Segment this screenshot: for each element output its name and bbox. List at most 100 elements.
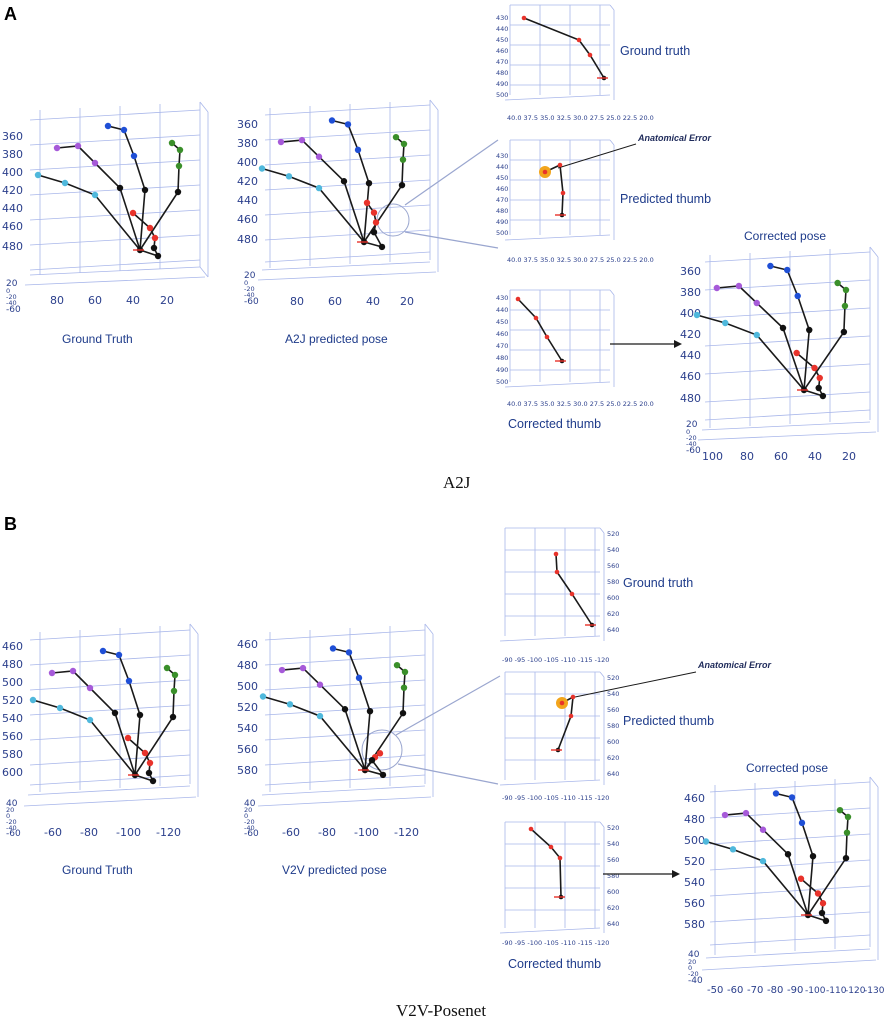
joint-dot bbox=[163, 664, 171, 672]
joint-dot bbox=[341, 706, 349, 713]
joint-dot bbox=[554, 569, 560, 575]
y-tick: 380 bbox=[237, 137, 258, 150]
bone-line bbox=[37, 174, 141, 251]
joint-dot bbox=[372, 219, 380, 226]
joint-dot bbox=[170, 687, 178, 695]
joint-dot bbox=[258, 165, 266, 172]
joint-dot bbox=[399, 709, 407, 717]
a-thumb-gt-plot: 430 440 450 460 470 480 490 500 40.0 37.… bbox=[496, 4, 690, 122]
joint-dot bbox=[841, 302, 849, 310]
error-arrow bbox=[574, 671, 697, 698]
y-tick: 450 bbox=[496, 36, 508, 44]
joint-dot bbox=[840, 328, 848, 336]
z-tick: -60 bbox=[244, 297, 259, 307]
zoom-circle bbox=[361, 729, 403, 771]
joint-dot bbox=[784, 266, 791, 274]
joint-dot bbox=[400, 684, 408, 691]
x-tick-row: -90 -95 -100 -105 -110 -115 -120 bbox=[502, 939, 609, 947]
bone-line bbox=[32, 699, 136, 776]
thumb-caption: Ground truth bbox=[620, 44, 690, 58]
zoom-line bbox=[395, 675, 501, 736]
joint-dot bbox=[834, 279, 841, 287]
plot-grid bbox=[499, 527, 605, 642]
y-tick: 400 bbox=[2, 166, 23, 179]
y-tick: 450 bbox=[496, 318, 508, 326]
y-tick: 490 bbox=[496, 218, 508, 226]
plot-grid bbox=[499, 821, 605, 934]
joint-dot bbox=[587, 52, 593, 58]
zoom-line bbox=[404, 139, 499, 206]
z-axis-ticks: 20 0 -20 -40 -60 bbox=[6, 279, 21, 315]
y-tick: 540 bbox=[237, 722, 258, 735]
z-axis-ticks: 40 20 0 -20 -40 bbox=[688, 950, 703, 986]
joint-dot bbox=[401, 668, 409, 676]
x-tick-row: 40.0 37.5 35.0 32.5 30.0 27.5 25.0 22.5 … bbox=[507, 400, 654, 408]
joint-dot bbox=[392, 133, 400, 141]
x-tick: 80 bbox=[290, 295, 304, 308]
joint-dot bbox=[559, 700, 565, 706]
y-axis-ticks: 360 380 400 420 440 460 480 bbox=[237, 118, 258, 246]
y-tick: 580 bbox=[684, 918, 705, 931]
y-tick: 460 bbox=[496, 185, 508, 193]
y-tick: 500 bbox=[496, 378, 508, 386]
joint-dot bbox=[528, 826, 534, 832]
x-tick: -60 bbox=[727, 985, 743, 996]
joint-dot bbox=[315, 184, 323, 192]
joint-dot bbox=[56, 704, 64, 712]
joint-dot bbox=[316, 681, 324, 688]
joint-dot bbox=[788, 794, 796, 801]
y-tick: 500 bbox=[496, 229, 508, 237]
zoom-line bbox=[404, 231, 499, 249]
thumb-caption: Ground truth bbox=[623, 576, 693, 590]
x-tick-row: 40.0 37.5 35.0 32.5 30.0 27.5 25.0 22.5 … bbox=[507, 114, 654, 122]
x-tick: 40 bbox=[126, 294, 140, 307]
bone-line bbox=[555, 553, 593, 626]
joint-dot bbox=[354, 146, 362, 154]
joint-dot bbox=[34, 171, 42, 179]
y-tick: 580 bbox=[237, 764, 258, 777]
anatomical-error-label: Anatomical Error bbox=[637, 133, 712, 143]
joint-dot bbox=[753, 299, 760, 307]
y-tick: 540 bbox=[2, 712, 23, 725]
y-tick: 520 bbox=[607, 824, 619, 832]
y-tick: 500 bbox=[2, 676, 23, 689]
joint-dot bbox=[779, 324, 787, 332]
joint-dot bbox=[145, 769, 153, 777]
joint-dot bbox=[842, 854, 850, 862]
joint-dot bbox=[816, 374, 823, 382]
plot-caption: V2V predicted pose bbox=[282, 863, 387, 877]
joint-dot bbox=[146, 224, 154, 232]
bone-line bbox=[530, 828, 562, 898]
x-axis-ticks: 80 60 40 20 bbox=[290, 295, 414, 308]
joint-dot bbox=[151, 234, 159, 242]
y-tick: 600 bbox=[607, 594, 619, 602]
y-tick: 470 bbox=[496, 58, 508, 66]
bone-line bbox=[523, 17, 605, 79]
z-tick: 0 bbox=[688, 964, 692, 972]
y-axis-ticks: 460 480 500 520 540 560 580 bbox=[684, 792, 705, 931]
joint-dot bbox=[797, 875, 805, 882]
z-tick: 40 bbox=[244, 799, 256, 809]
x-tick: -90 bbox=[787, 985, 803, 996]
x-axis-ticks: -60 -80 -100 -120 bbox=[282, 826, 419, 839]
y-tick: 560 bbox=[607, 706, 619, 714]
y-tick: 460 bbox=[496, 47, 508, 55]
joint-dot bbox=[568, 713, 574, 719]
joint-dot bbox=[836, 806, 844, 814]
y-tick: 440 bbox=[2, 202, 23, 215]
y-axis-ticks: 360 380 400 420 440 460 480 bbox=[680, 265, 701, 405]
joint-dot bbox=[814, 890, 822, 897]
y-tick: 580 bbox=[607, 872, 619, 880]
joint-dot bbox=[576, 37, 582, 43]
joint-dot bbox=[277, 138, 285, 146]
joint-dot bbox=[702, 838, 710, 845]
plot-caption: Corrected pose bbox=[746, 761, 828, 775]
joint-dot bbox=[376, 750, 384, 757]
joint-dot bbox=[120, 126, 128, 134]
bone-line bbox=[364, 664, 406, 771]
joint-dot bbox=[175, 162, 183, 170]
z-tick: -20 bbox=[688, 970, 699, 978]
joint-dot bbox=[86, 684, 94, 692]
x-tick-row: -90 -95 -100 -105 -110 -115 -120 bbox=[502, 656, 609, 664]
